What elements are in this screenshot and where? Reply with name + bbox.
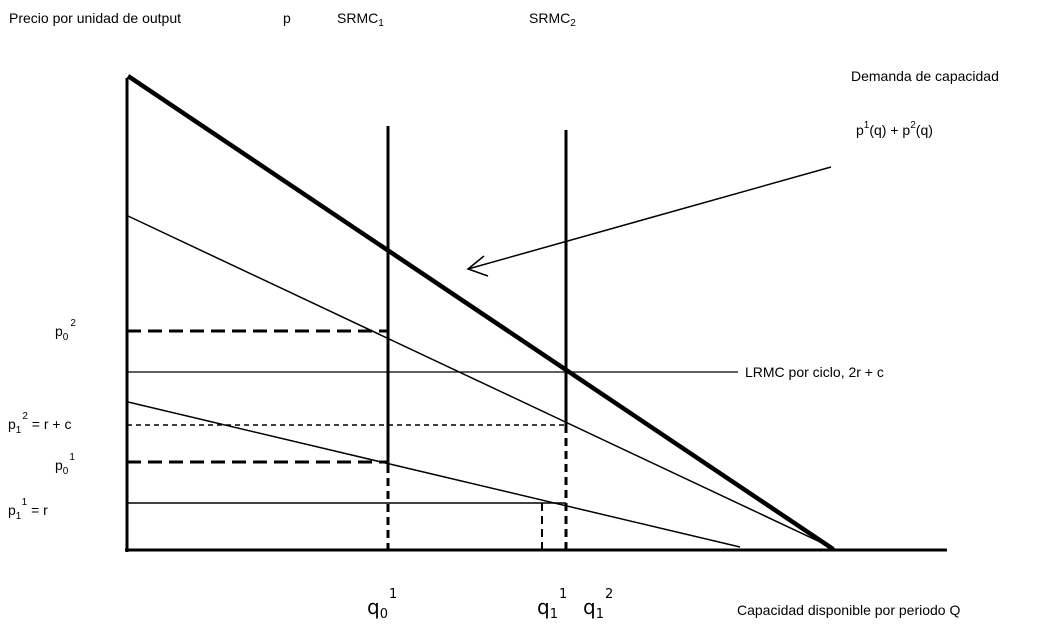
x-axis-title: Capacidad disponible por periodo Q xyxy=(737,602,960,618)
q1-2-label: q12 xyxy=(583,587,613,622)
demand-curve-p2 xyxy=(127,215,836,550)
demand-formula: p1(q) + p2(q) xyxy=(856,120,933,138)
demand-curve-p1 xyxy=(127,401,741,548)
q1-1-label: q11 xyxy=(537,587,567,622)
q0-1-label: q01 xyxy=(367,587,397,622)
p1-2-label: p12 = r + c xyxy=(8,411,72,436)
demand-title: Demanda de capacidad xyxy=(851,68,999,84)
p0-2-label: p02 xyxy=(55,318,76,343)
p1-1-label: p11 = r xyxy=(8,497,48,522)
aggregate-demand-curve xyxy=(126,74,835,551)
srmc1-label: SRMC1 xyxy=(337,10,384,29)
lrmc-label: LRMC por ciclo, 2r + c xyxy=(745,364,884,380)
demand-arrow-shaft xyxy=(467,166,832,270)
srmc2-label: SRMC2 xyxy=(529,10,576,29)
y-axis-symbol: p xyxy=(283,10,291,26)
y-axis-title: Precio por unidad de output xyxy=(9,10,181,26)
p0-1-label: p01 xyxy=(55,452,75,477)
demand-arrow-head xyxy=(466,255,489,277)
